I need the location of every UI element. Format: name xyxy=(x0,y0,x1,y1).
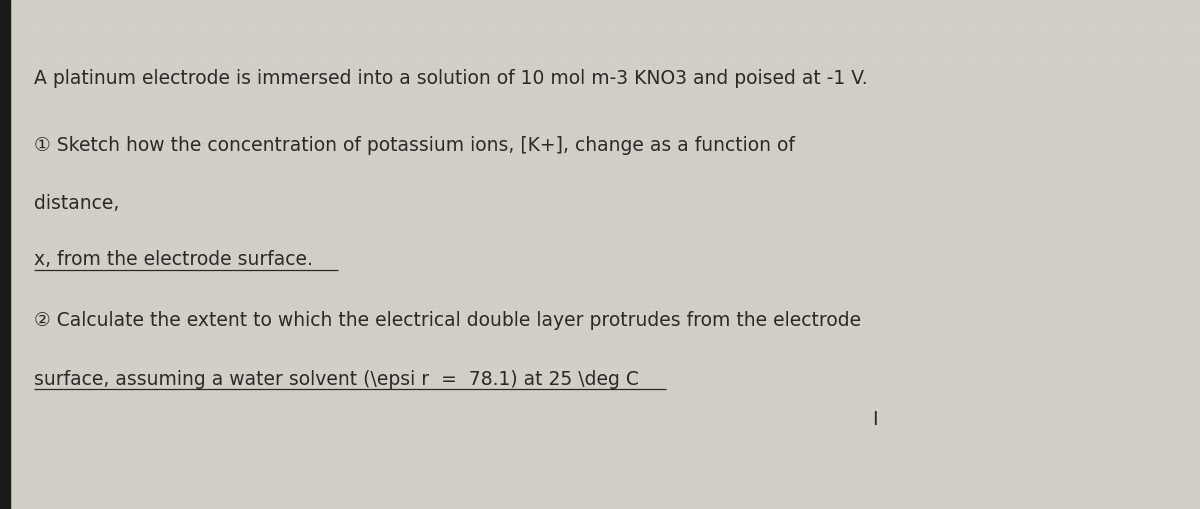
Text: A platinum electrode is immersed into a solution of 10 mol m-3 KNO3 and poised a: A platinum electrode is immersed into a … xyxy=(34,69,868,89)
Text: ① Sketch how the concentration of potassium ions, [K+], change as a function of: ① Sketch how the concentration of potass… xyxy=(34,135,794,155)
Text: I: I xyxy=(872,410,878,430)
Text: surface, assuming a water solvent (\epsi r  =  78.1) at 25 \deg C: surface, assuming a water solvent (\epsi… xyxy=(34,370,638,389)
Bar xyxy=(0,0,10,509)
Text: ② Calculate the extent to which the electrical double layer protrudes from the e: ② Calculate the extent to which the elec… xyxy=(34,311,860,330)
Text: distance,: distance, xyxy=(34,194,119,213)
Text: x, from the electrode surface.: x, from the electrode surface. xyxy=(34,250,312,269)
